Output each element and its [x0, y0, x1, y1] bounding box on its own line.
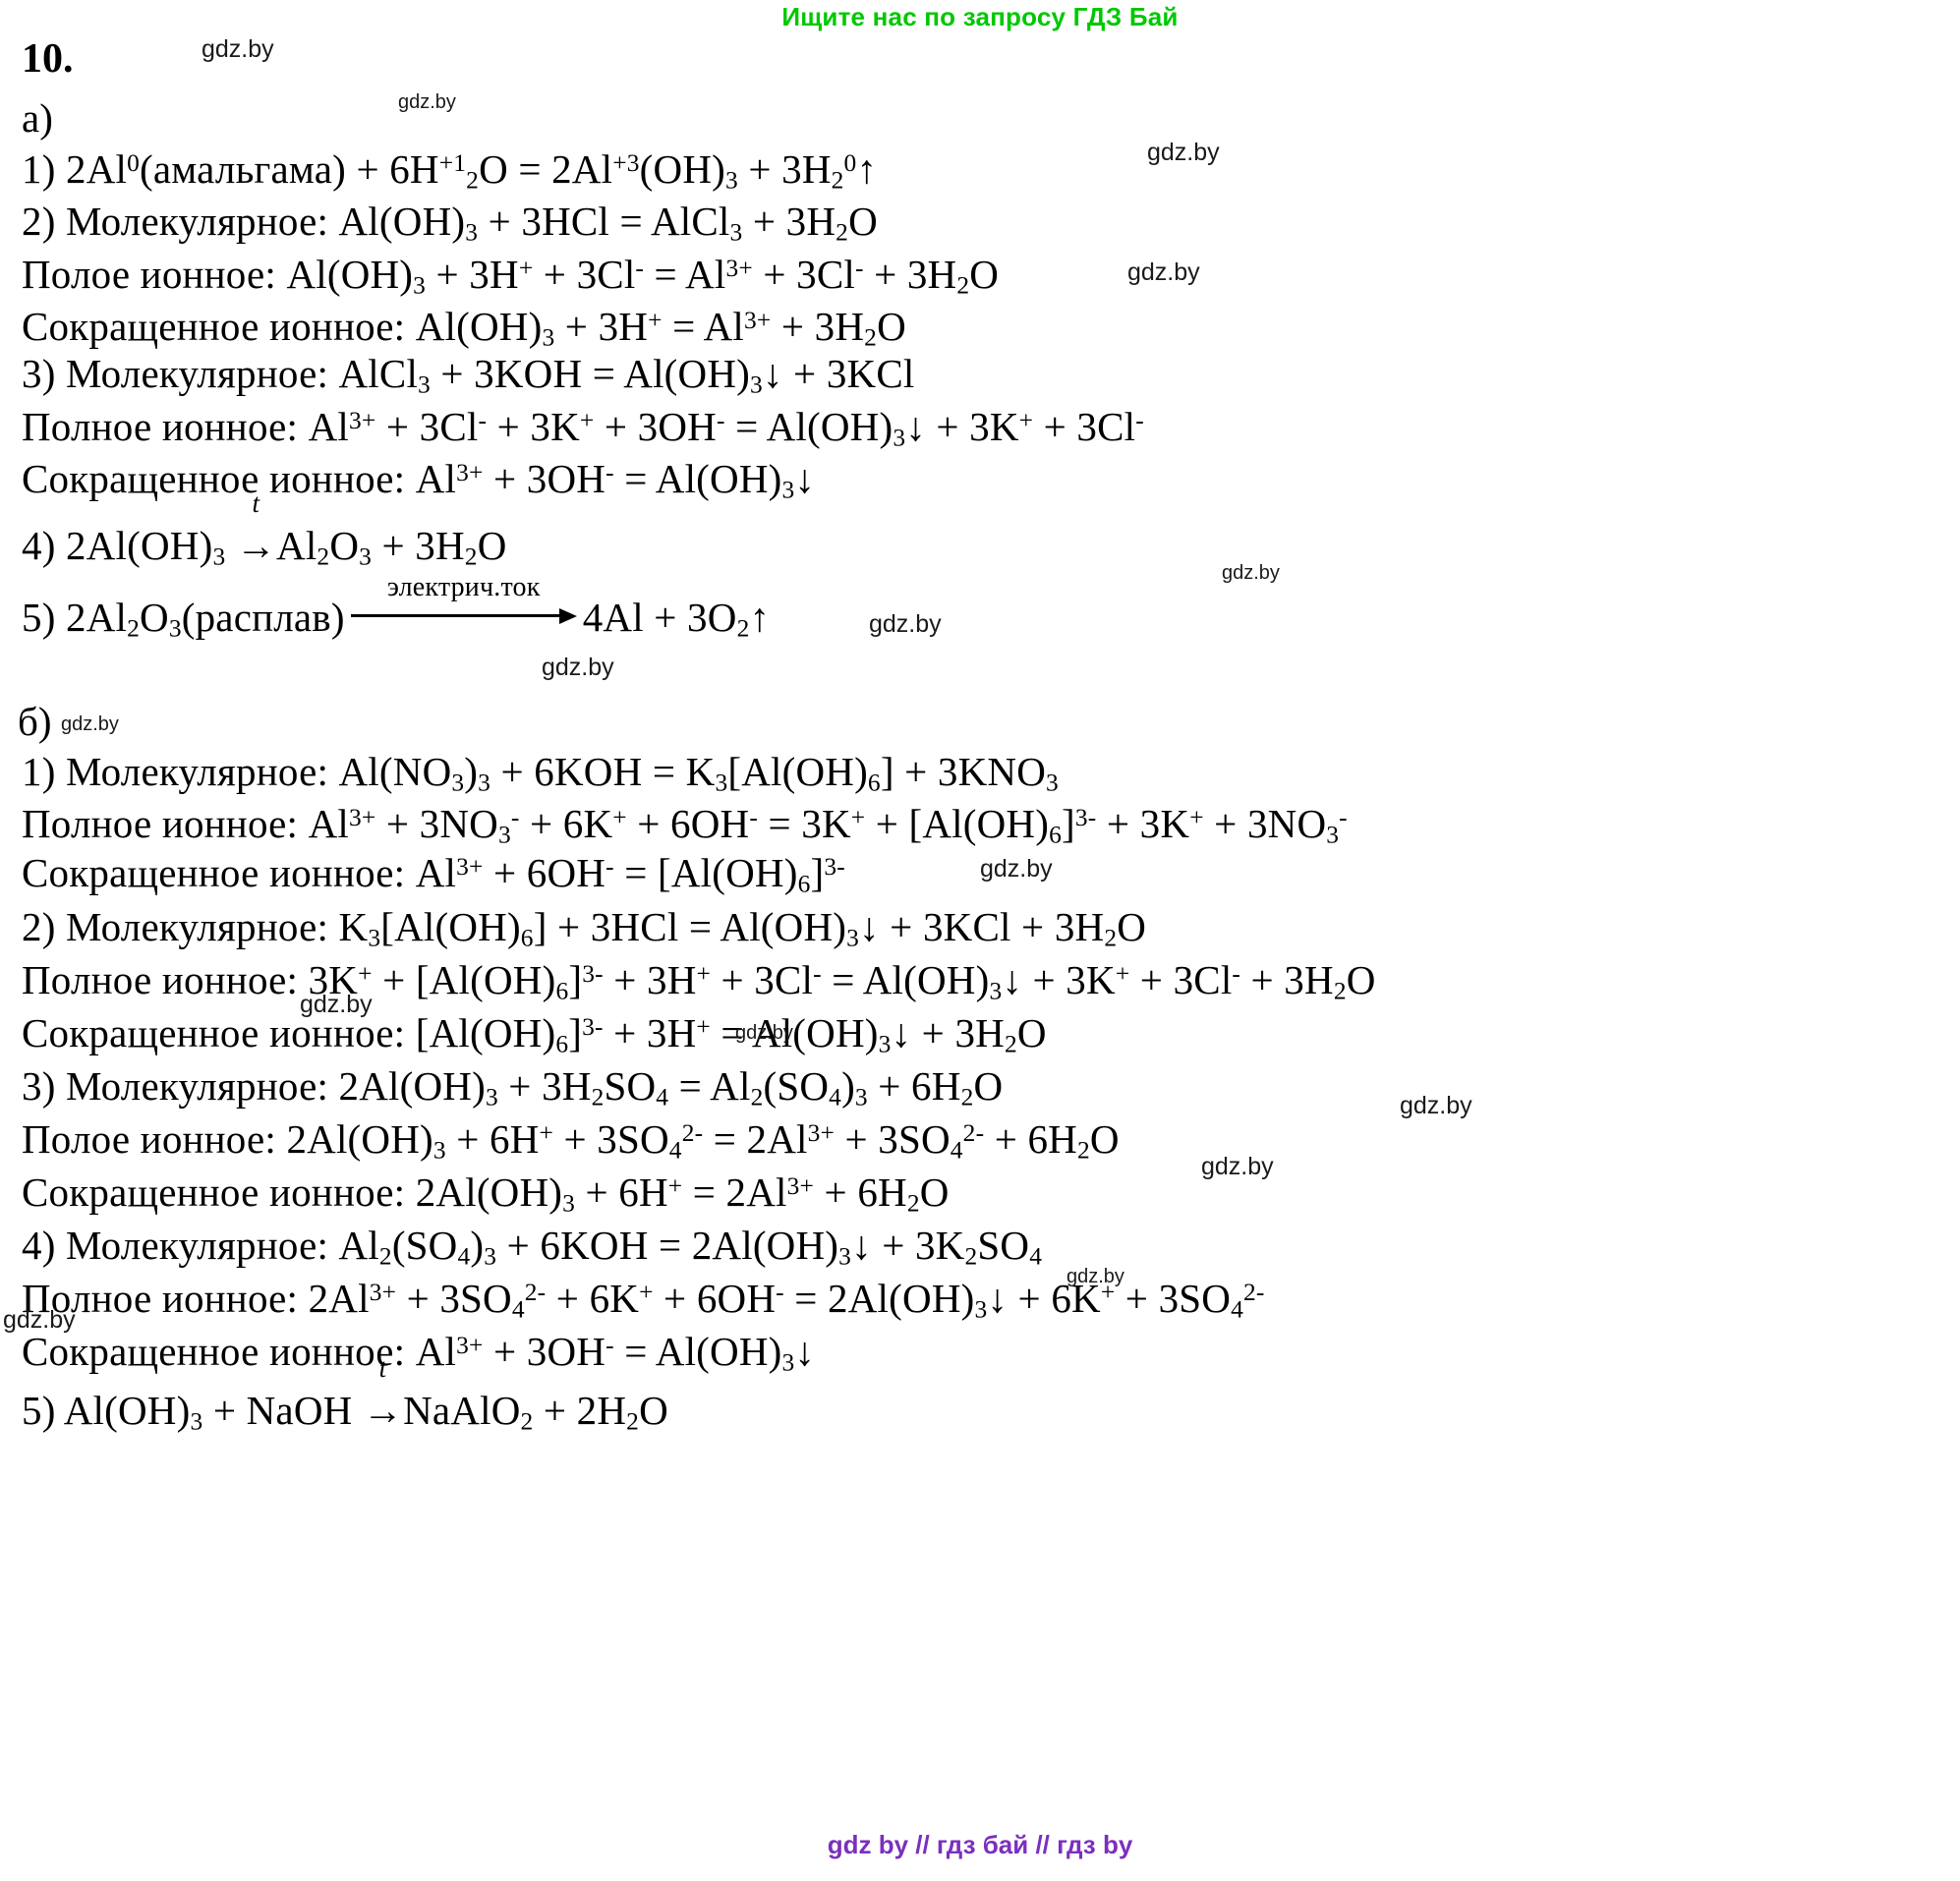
equation-line-b1s: Сокращенное ионное: Al3+ + 6OH- = [Al(OH…	[22, 850, 845, 898]
equation-body: Полное ионное: 3K+ + [Al(OH)6]3- + 3H+ +…	[22, 957, 1376, 1005]
equation-index: 4)	[22, 523, 67, 568]
equation-line-b3f: Полое ионное: 2Al(OH)3 + 6H+ + 3SO42- = …	[22, 1116, 1120, 1165]
arrow-shaft	[350, 613, 561, 617]
equation-reactants: 2Al2O3(расплав)	[66, 595, 345, 643]
part-label-b: б)	[18, 699, 52, 744]
watermark: gdz.by	[202, 35, 274, 63]
equation-index: 2)	[22, 904, 67, 949]
equation-line-b4f: Полное ионное: 2Al3+ + 3SO42- + 6K+ + 6O…	[22, 1276, 1265, 1324]
equation-line-b4m: 4) Молекулярное: Al2(SO4)3 + 6KOH = 2Al(…	[22, 1223, 1043, 1271]
equation-line-a2m: 2) Молекулярное: Al(OH)3 + 3HCl = AlCl3 …	[22, 199, 878, 247]
equation-line-a5: 5) 2Al2O3(расплав) электрич.ток 4Al + 3O2↑	[22, 573, 771, 643]
reaction-condition-label: электрич.ток	[386, 571, 541, 602]
equation-line-b2m: 2) Молекулярное: K3[Al(OH)6] + 3HCl = Al…	[22, 904, 1147, 952]
equation-body: Полное ионное: Al3+ + 3Cl- + 3K+ + 3OH- …	[22, 404, 1144, 452]
equation-line-b1f: Полное ионное: Al3+ + 3NO3- + 6K+ + 6OH-…	[22, 801, 1348, 849]
equation-body: Молекулярное: K3[Al(OH)6] + 3HCl = Al(OH…	[66, 904, 1147, 952]
equation-reactants: 2Al(OH)3	[66, 523, 226, 571]
equation-body: Полое ионное: 2Al(OH)3 + 6H+ + 3SO42- = …	[22, 1116, 1120, 1165]
equation-body: Полное ионное: 2Al3+ + 3SO42- + 6K+ + 6O…	[22, 1276, 1265, 1324]
equation-body: Полое ионное: Al(OH)3 + 3H+ + 3Cl- = Al3…	[22, 252, 1000, 300]
equation-body: Сокращенное ионное: [Al(OH)6]3- + 3H+ = …	[22, 1010, 1047, 1058]
watermark: gdz.by	[1066, 1266, 1124, 1287]
equation-body: Молекулярное: Al(NO3)3 + 6KOH = K3[Al(OH…	[66, 749, 1059, 797]
equation-body: Полное ионное: Al3+ + 3NO3- + 6K+ + 6OH-…	[22, 801, 1348, 849]
equation-products: NaAlO2 + 2H2O	[403, 1388, 668, 1436]
reaction-condition-label: t	[378, 1353, 387, 1383]
watermark: gdz.by	[735, 1022, 793, 1044]
watermark: gdz.by	[1127, 258, 1200, 286]
exercise-number: 10.	[22, 36, 74, 82]
watermark: gdz.by	[1147, 139, 1220, 166]
equation-line-b3s: Сокращенное ионное: 2Al(OH)3 + 6H+ = 2Al…	[22, 1169, 950, 1218]
equation-reactants: Al(OH)3 + NaOH	[63, 1388, 363, 1436]
equation-body: Сокращенное ионное: 2Al(OH)3 + 6H+ = 2Al…	[22, 1169, 950, 1218]
reaction-condition-label: t	[252, 488, 260, 518]
reaction-arrow-with-condition: t →	[362, 1355, 404, 1433]
equation-line-a1: 1) 2Al0(амальгама) + 6H+12O = 2Al+3(OH)3…	[22, 146, 878, 195]
equation-body: Сокращенное ионное: Al3+ + 6OH- = [Al(OH…	[22, 850, 845, 898]
equation-body: Сокращенное ионное: Al3+ + 3OH- = Al(OH)…	[22, 1329, 816, 1377]
arrow-right-icon: →	[235, 523, 277, 568]
equation-line-a3f: Полное ионное: Al3+ + 3Cl- + 3K+ + 3OH- …	[22, 404, 1144, 452]
top-promo-banner: Ищите нас по запросу ГДЗ Бай	[781, 2, 1179, 31]
equation-line-b4s: Сокращенное ионное: Al3+ + 3OH- = Al(OH)…	[22, 1329, 816, 1377]
watermark: gdz.by	[1201, 1153, 1274, 1180]
watermark: gdz.by	[1400, 1092, 1472, 1119]
equation-body: Молекулярное: AlCl3 + 3KOH = Al(OH)3↓ + …	[66, 351, 915, 399]
watermark: gdz.by	[1222, 562, 1280, 584]
equation-body: Сокращенное ионное: Al3+ + 3OH- = Al(OH)…	[22, 456, 816, 504]
equation-body: Молекулярное: 2Al(OH)3 + 3H2SO4 = Al2(SO…	[66, 1063, 1004, 1112]
watermark: gdz.by	[3, 1306, 76, 1334]
equation-line-b2s: Сокращенное ионное: [Al(OH)6]3- + 3H+ = …	[22, 1010, 1047, 1058]
footer-promo: gdz by // гдз бай // гдз by	[827, 1830, 1133, 1859]
equation-line-a2f: Полое ионное: Al(OH)3 + 3H+ + 3Cl- = Al3…	[22, 252, 1000, 300]
watermark: gdz.by	[61, 713, 119, 735]
equation-index: 5)	[22, 1388, 64, 1433]
equation-products: 4Al + 3O2↑	[582, 595, 771, 643]
equation-index: 4)	[22, 1223, 67, 1268]
equation-index: 2)	[22, 199, 67, 244]
equation-line-b2f: Полное ионное: 3K+ + [Al(OH)6]3- + 3H+ +…	[22, 957, 1376, 1005]
equation-line-a3m: 3) Молекулярное: AlCl3 + 3KOH = Al(OH)3↓…	[22, 351, 915, 399]
reaction-long-arrow-icon: электрич.ток	[350, 573, 577, 624]
reaction-arrow-with-condition: t →	[235, 490, 277, 568]
equation-products: Al2O3 + 3H2O	[276, 523, 507, 571]
equation-index: 3)	[22, 351, 67, 396]
equation-body: Молекулярное: Al2(SO4)3 + 6KOH = 2Al(OH)…	[66, 1223, 1043, 1271]
equation-line-a4: 4) 2Al(OH)3 t →Al2O3 + 3H2O	[22, 490, 507, 571]
arrow-head	[558, 607, 577, 624]
equation-index: 1)	[22, 146, 67, 192]
equation-body: Молекулярное: Al(OH)3 + 3HCl = AlCl3 + 3…	[66, 199, 878, 247]
equation-index: 3)	[22, 1063, 67, 1109]
watermark: gdz.by	[398, 91, 456, 113]
equation-body: 2Al0(амальгама) + 6H+12O = 2Al+3(OH)3 + …	[66, 146, 878, 195]
watermark: gdz.by	[980, 855, 1053, 883]
equation-index: 5)	[22, 595, 67, 640]
watermark: gdz.by	[869, 610, 942, 638]
watermark: gdz.by	[542, 654, 614, 681]
equation-body: Сокращенное ионное: Al(OH)3 + 3H+ = Al3+…	[22, 304, 906, 352]
equation-index: 1)	[22, 749, 67, 794]
equation-line-b3m: 3) Молекулярное: 2Al(OH)3 + 3H2SO4 = Al2…	[22, 1063, 1004, 1112]
equation-line-a2s: Сокращенное ионное: Al(OH)3 + 3H+ = Al3+…	[22, 304, 906, 352]
equation-line-b1m: 1) Молекулярное: Al(NO3)3 + 6KOH = K3[Al…	[22, 749, 1059, 797]
arrow-right-icon: →	[362, 1388, 404, 1433]
equation-line-b5: 5) Al(OH)3 + NaOH t →NaAlO2 + 2H2O	[22, 1355, 668, 1436]
watermark: gdz.by	[300, 991, 373, 1018]
part-label-a: а)	[22, 95, 53, 141]
equation-line-a3s: Сокращенное ионное: Al3+ + 3OH- = Al(OH)…	[22, 456, 816, 504]
